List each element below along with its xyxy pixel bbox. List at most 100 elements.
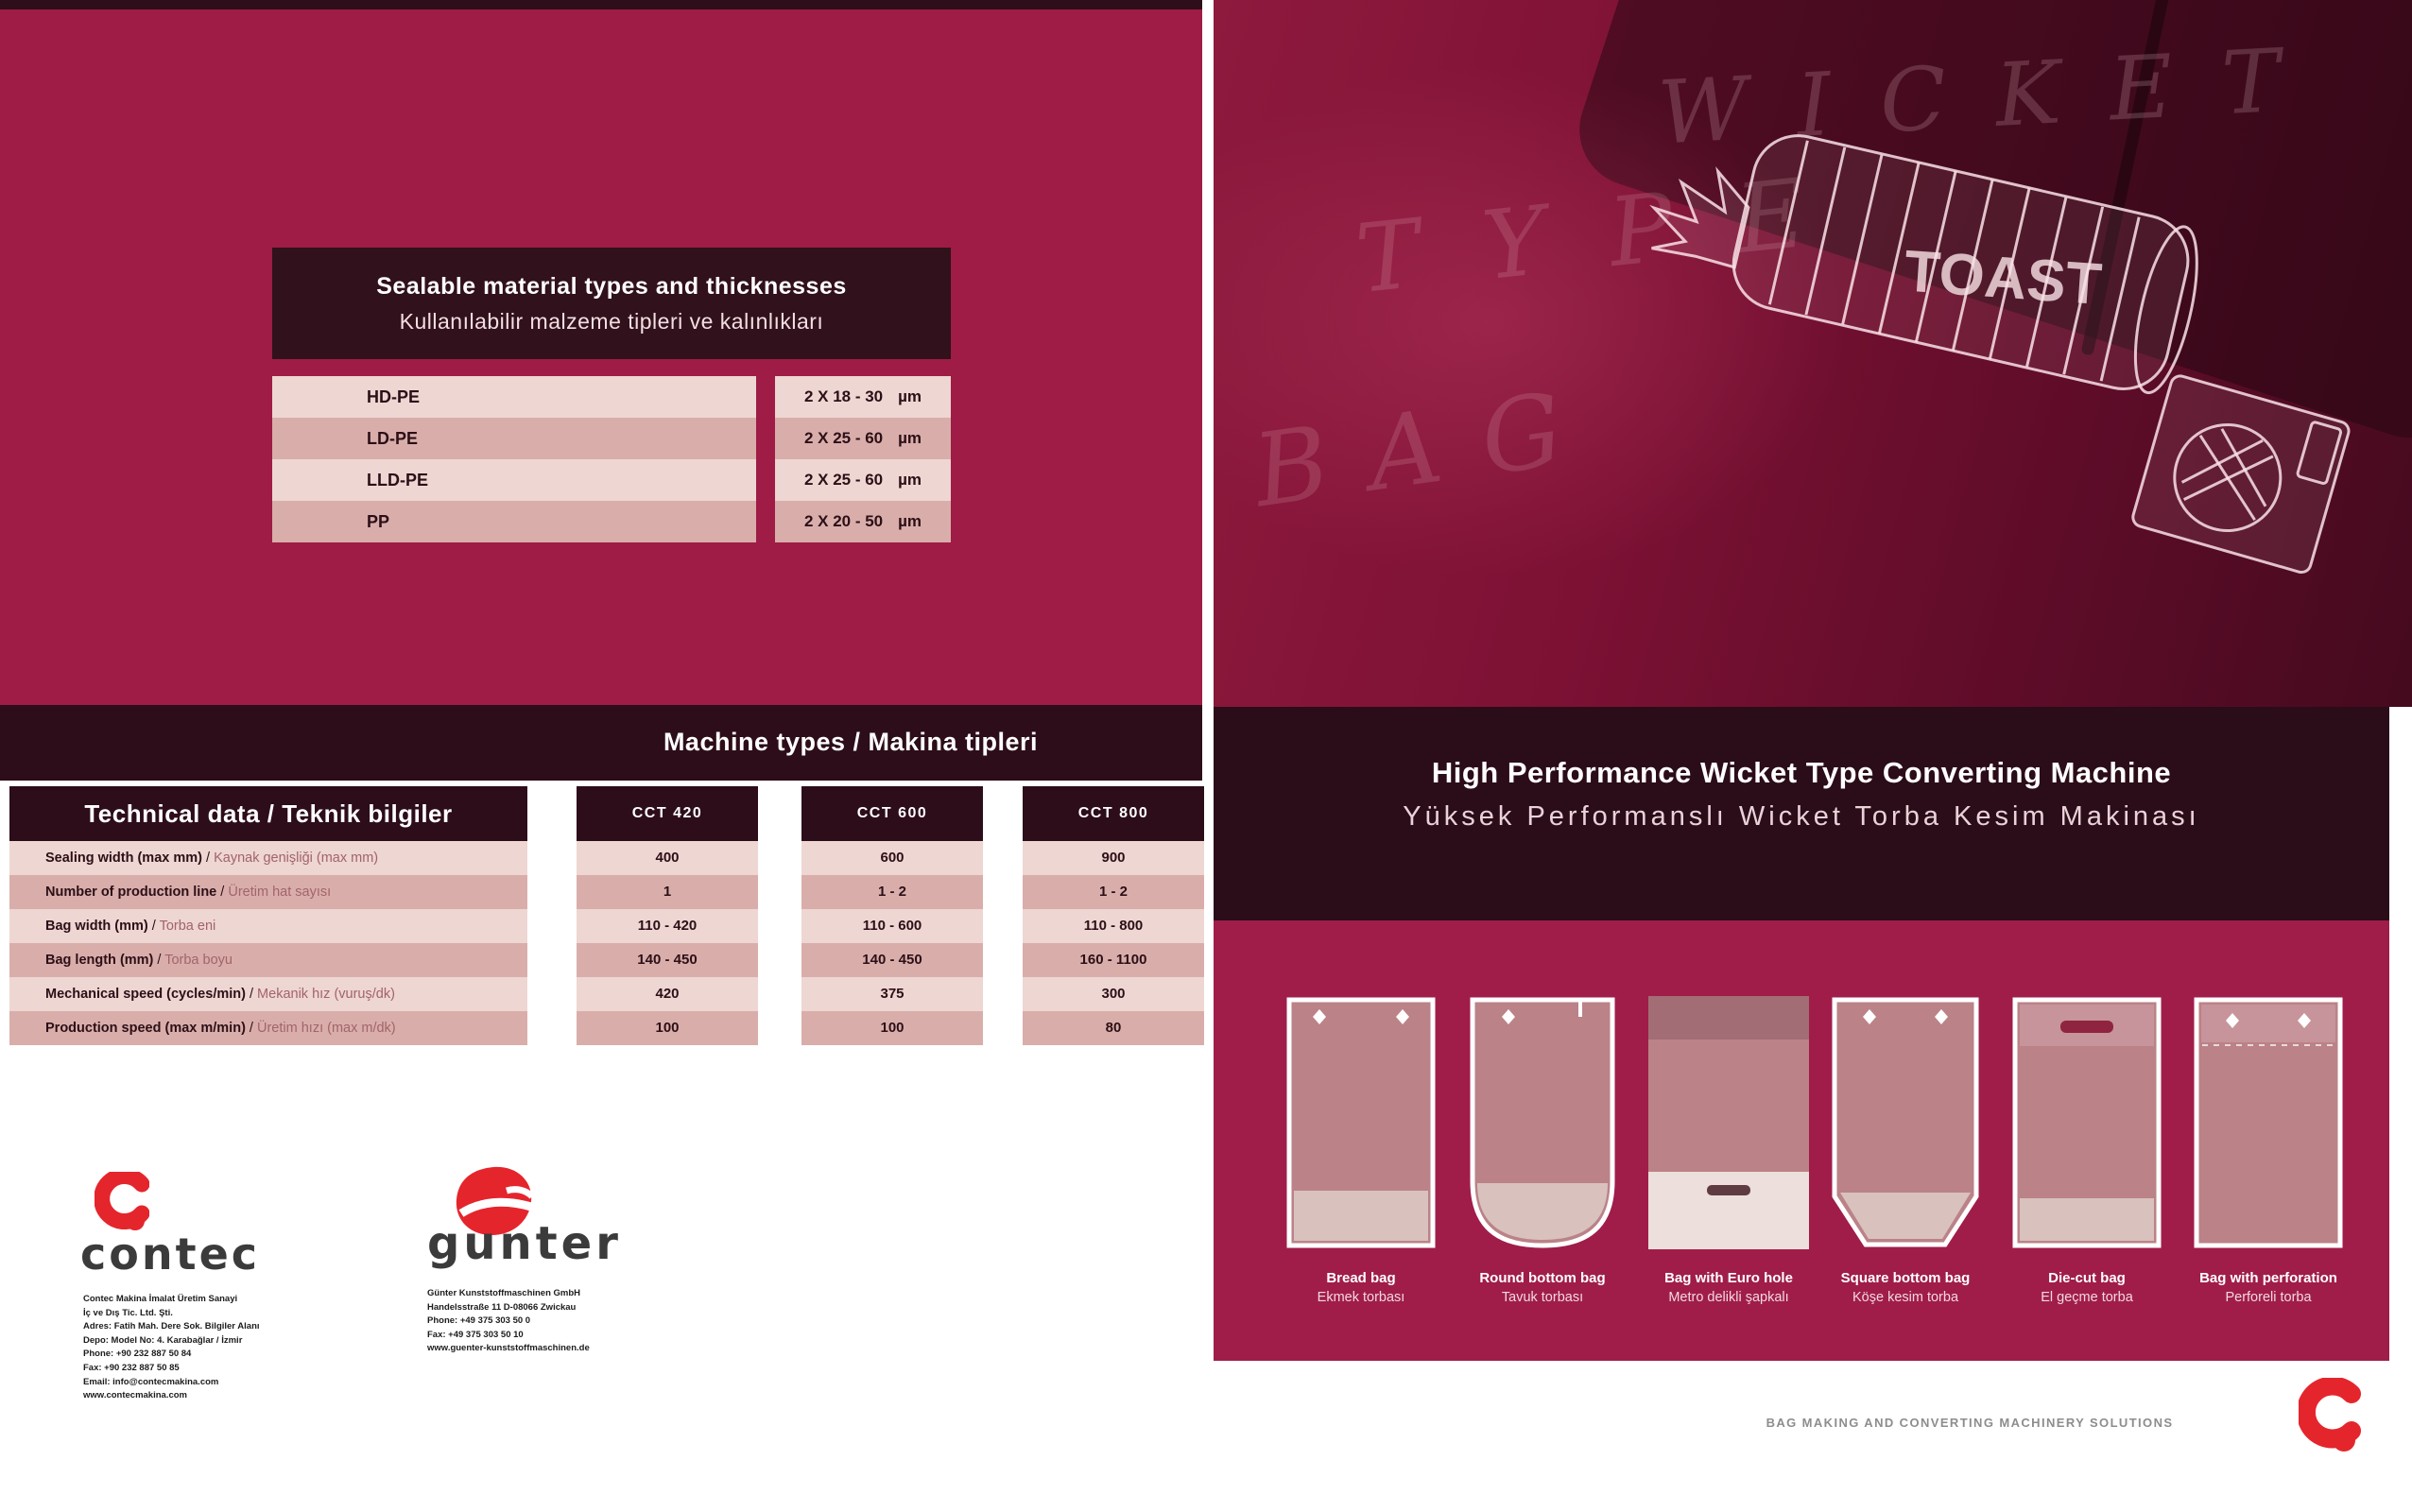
bag-types-panel: Bread bag Ekmek torbası Round bottom bag…	[1214, 920, 2389, 1361]
contact-line: Phone: +90 232 887 50 84	[83, 1349, 192, 1360]
contact-line: İç ve Dış Tic. Ltd. Şti.	[83, 1307, 173, 1318]
spec-label-en: Sealing width (max mm)	[45, 850, 202, 866]
table-row: LLD-PE 2 X 25 - 60 µm	[272, 459, 951, 501]
bag-label-en: Round bottom bag	[1479, 1270, 1606, 1286]
material-thickness: 2 X 25 - 60 µm	[775, 459, 951, 501]
separator: /	[216, 885, 229, 900]
spec-row-label: Mechanical speed (cycles/min) / Mekanik …	[9, 977, 527, 1011]
spec-value: 1 - 2	[1023, 875, 1204, 909]
spec-value: 100	[801, 1011, 983, 1045]
contact-line: Depo: Model No: 4. Karabağlar / İzmir	[83, 1334, 243, 1346]
spec-row-label: Bag length (mm) / Torba boyu	[9, 943, 527, 977]
bag-label-tr: Ekmek torbası	[1317, 1290, 1405, 1305]
gunter-logo-icon	[456, 1166, 535, 1235]
material-thickness: 2 X 20 - 50 µm	[775, 501, 951, 542]
bread-bag-icon	[1286, 997, 1436, 1248]
spec-value: 80	[1023, 1011, 1204, 1045]
spec-value: 160 - 1100	[1023, 943, 1204, 977]
material-thickness: 2 X 25 - 60 µm	[775, 418, 951, 459]
contec-logo-icon	[95, 1172, 149, 1230]
bread-loaf-illustration: TOAST	[1649, 134, 2351, 575]
contact-line: Fax: +49 375 303 50 10	[427, 1329, 524, 1340]
spec-value: 1	[577, 875, 758, 909]
bag-label-en: Bag with Euro hole	[1664, 1270, 1793, 1286]
model-name: CCT 600	[801, 786, 983, 841]
perforation-bag-icon	[2194, 997, 2343, 1248]
bag-label-en: Die-cut bag	[2048, 1270, 2126, 1286]
company-tagline: BAG MAKING AND CONVERTING MACHINERY SOLU…	[1766, 1416, 2174, 1430]
contact-line: Fax: +90 232 887 50 85	[83, 1362, 180, 1373]
material-name: LLD-PE	[272, 459, 756, 501]
material-panel-header: Sealable material types and thicknesses …	[272, 248, 951, 359]
table-row: HD-PE 2 X 18 - 30 µm	[272, 376, 951, 418]
bag-label: Bag with Euro hole Metro delikli şapkalı	[1648, 1268, 1809, 1308]
contec-contact-block: Contec Makina İmalat Üretim Sanayi İç ve…	[83, 1293, 260, 1403]
spec-label-tr: Mekanik hız (vuruş/dk)	[257, 987, 395, 1002]
table-row: PP 2 X 20 - 50 µm	[272, 501, 951, 542]
technical-data-labels: Sealing width (max mm) / Kaynak genişliğ…	[9, 841, 527, 1045]
material-name: PP	[272, 501, 756, 542]
bag-label: Die-cut bag El geçme torba	[2011, 1268, 2162, 1308]
thickness-unit: µm	[898, 512, 922, 530]
contact-line: Email: info@contecmakina.com	[83, 1376, 219, 1387]
thickness-unit: µm	[898, 429, 922, 447]
spec-row-label: Sealing width (max mm) / Kaynak genişliğ…	[9, 841, 527, 875]
contact-line: Contec Makina İmalat Üretim Sanayi	[83, 1294, 238, 1304]
bag-label: Round bottom bag Tavuk torbası	[1467, 1268, 1618, 1308]
separator: /	[153, 953, 165, 968]
material-thickness: 2 X 18 - 30 µm	[775, 376, 951, 418]
contec-c-mark-icon	[2299, 1378, 2361, 1452]
separator: /	[245, 987, 258, 1002]
top-fold-strip	[0, 0, 1202, 9]
hero-heading-band: High Performance Wicket Type Converting …	[1214, 707, 2389, 920]
technical-data-header: Technical data / Teknik bilgiler	[9, 786, 527, 841]
material-table: HD-PE 2 X 18 - 30 µm LD-PE 2 X 25 - 60 µm …	[272, 376, 951, 542]
model-name: CCT 800	[1023, 786, 1204, 841]
spec-value: 300	[1023, 977, 1204, 1011]
machine-types-title: Machine types / Makina tipleri	[663, 728, 1039, 756]
model-name: CCT 420	[577, 786, 758, 841]
material-title-tr: Kullanılabilir malzeme tipleri ve kalınl…	[399, 308, 824, 334]
spec-value: 1 - 2	[801, 875, 983, 909]
thickness-value: 2 X 25 - 60	[803, 429, 884, 447]
bag-label-tr: Tavuk torbası	[1501, 1290, 1584, 1305]
bag-label: Square bottom bag Köşe kesim torba	[1830, 1268, 1981, 1308]
material-name: HD-PE	[272, 376, 756, 418]
machine-types-band: Machine types / Makina tipleri	[0, 705, 1202, 781]
spec-value: 375	[801, 977, 983, 1011]
separator: /	[147, 919, 160, 934]
bag-label-tr: Köşe kesim torba	[1852, 1290, 1959, 1305]
hero-photo: WICKET TYPE BAG TOAST	[1214, 0, 2412, 707]
spec-label-tr: Torba boyu	[164, 953, 233, 968]
spec-label-tr: Üretim hızı (max m/dk)	[257, 1021, 396, 1036]
bag-label: Bag with perforation Perforeli torba	[2193, 1268, 2344, 1308]
bag-label-tr: Metro delikli şapkalı	[1668, 1290, 1789, 1305]
hero-title-tr: Yüksek Performanslı Wicket Torba Kesim M…	[1403, 801, 2200, 832]
spec-value: 900	[1023, 841, 1204, 875]
spec-value: 140 - 450	[801, 943, 983, 977]
spec-value: 420	[577, 977, 758, 1011]
spec-row-label: Production speed (max m/min) / Üretim hı…	[9, 1011, 527, 1045]
gunter-contact-block: Günter Kunststoffmaschinen GmbH Handelss…	[427, 1287, 590, 1356]
spec-value: 140 - 450	[577, 943, 758, 977]
spec-label-en: Mechanical speed (cycles/min)	[45, 987, 246, 1002]
thickness-value: 2 X 25 - 60	[803, 471, 884, 489]
contact-line: Phone: +49 375 303 50 0	[427, 1315, 531, 1327]
fabric-highlight	[1214, 66, 1847, 576]
contact-line: www.contecmakina.com	[83, 1390, 187, 1401]
model-column-3: CCT 800 900 1 - 2 110 - 800 160 - 1100 3…	[1023, 786, 1204, 1045]
bag-label-en: Square bottom bag	[1840, 1270, 1971, 1286]
spec-label-en: Production speed (max m/min)	[45, 1021, 246, 1036]
thickness-unit: µm	[898, 387, 922, 405]
bag-label-en: Bread bag	[1326, 1270, 1396, 1286]
bag-label-tr: Perforeli torba	[2225, 1290, 2312, 1305]
hero-title-en: High Performance Wicket Type Converting …	[1431, 756, 2172, 789]
round-bottom-bag-icon	[1470, 997, 1615, 1248]
model-column-1: CCT 420 400 1 110 - 420 140 - 450 420 10…	[577, 786, 758, 1045]
separator: /	[201, 850, 215, 866]
thickness-unit: µm	[898, 471, 922, 489]
spec-value: 600	[801, 841, 983, 875]
spec-row-label: Bag width (mm) / Torba eni	[9, 909, 527, 943]
contact-line: Handelsstraße 11 D-08066 Zwickau	[427, 1301, 577, 1313]
